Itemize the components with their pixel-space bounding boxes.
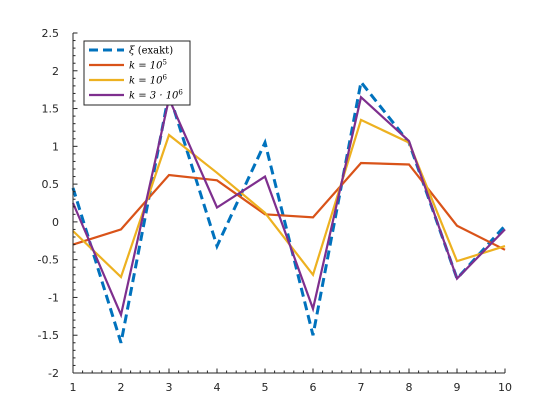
x-tick-label: 6 [310, 381, 317, 394]
y-tick-label: 2.5 [42, 27, 60, 40]
y-tick-label: -1 [48, 291, 59, 304]
y-tick-label: 0.5 [42, 178, 60, 191]
x-tick-label: 2 [118, 381, 125, 394]
y-tick-label: 2 [52, 65, 59, 78]
axes-layer: 1 2 3 4 5 6 7 8 9 10 -2 -1.5 -1 -0.5 0 0.5 1 1.5 2 2.5 [38, 27, 512, 394]
x-tick-label: 3 [166, 381, 173, 394]
y-tick-label: 0 [52, 216, 59, 229]
x-tick-label: 10 [498, 381, 512, 394]
y-tick-label: 1.5 [42, 103, 60, 116]
legend: ξ (exakt) k = 105 k = 106 k = 3 · 106 [83, 40, 191, 106]
x-tick-label: 1 [70, 381, 77, 394]
x-tick-label: 9 [454, 381, 461, 394]
series-line-3 [71, 95, 506, 319]
x-tick-label: 4 [214, 381, 221, 394]
y-tick-label: -2 [48, 367, 59, 380]
y-tick-label: 1 [52, 140, 59, 153]
legend-label-1: k = 105 [129, 59, 167, 72]
x-tick-label: 8 [406, 381, 413, 394]
series-layer [71, 78, 507, 344]
legend-label-3: k = 3 · 106 [129, 89, 183, 102]
y-tick-label: -0.5 [38, 254, 59, 267]
x-tick-label: 5 [262, 381, 269, 394]
y-tick-label: -1.5 [38, 329, 59, 342]
legend-label-0: ξ (exakt) [129, 46, 173, 57]
x-tick-label: 7 [358, 381, 365, 394]
legend-label-2: k = 106 [129, 74, 168, 87]
